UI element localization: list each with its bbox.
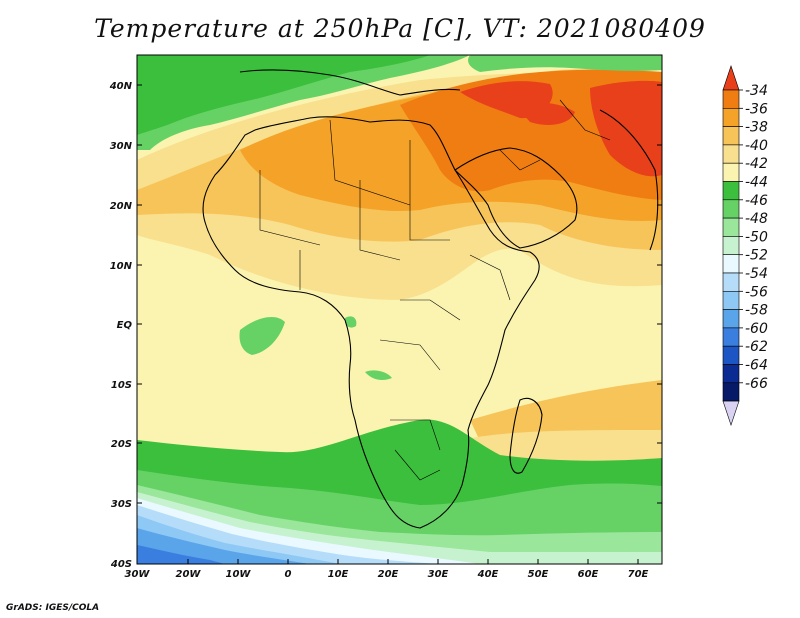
- colorbar-label: -48: [745, 211, 768, 227]
- colorbar-box: [722, 345, 740, 365]
- lon-label-60e: 60E: [578, 569, 599, 580]
- colorbar-label: -66: [745, 376, 768, 392]
- colorbar-label: -64: [745, 358, 768, 374]
- field-patch-angola: [365, 370, 392, 380]
- arabia-coastline: [454, 147, 578, 249]
- europe-coastline: [239, 69, 461, 96]
- colorbar-label: -58: [745, 303, 768, 319]
- colorbar-top-triangle: [722, 65, 740, 91]
- lat-label-30s: 30S: [111, 499, 132, 510]
- colorbar-label: -36: [745, 101, 768, 117]
- colorbar-box: [722, 290, 740, 310]
- colorbar-box: [722, 89, 740, 109]
- field-band-north-east: [468, 55, 662, 72]
- colorbar-label: -52: [745, 248, 768, 264]
- colorbar-bottom-triangle: [722, 400, 740, 427]
- lat-label-10s: 10S: [111, 380, 132, 391]
- coastlines: [202, 69, 659, 529]
- lat-label-eq: EQ: [117, 320, 133, 331]
- field-band-north-46: [137, 55, 430, 135]
- colorbar-label: -46: [745, 193, 768, 209]
- lat-label-40n: 40N: [109, 81, 133, 92]
- colorbar-label: -42: [745, 156, 768, 172]
- colorbar-box: [722, 364, 740, 384]
- lon-label-30w: 30W: [125, 569, 151, 580]
- field-band-south-62: [137, 545, 225, 564]
- country-borders: [259, 99, 611, 481]
- colorbar-box: [722, 236, 740, 255]
- map-frame: [136, 54, 663, 565]
- colorbar: [722, 65, 740, 427]
- lon-label-10e: 10E: [328, 569, 349, 580]
- colorbar-box: [722, 382, 740, 402]
- colorbar-label: -60: [745, 321, 768, 337]
- colorbar-box: [722, 327, 740, 347]
- field-patch-atlantic: [239, 316, 285, 355]
- colorbar-label: -44: [745, 175, 768, 191]
- lon-label-30e: 30E: [428, 569, 449, 580]
- colorbar-label: -40: [745, 138, 768, 154]
- colorbar-label: -34: [745, 83, 768, 99]
- colorbar-box: [722, 108, 740, 127]
- lon-label-20e: 20E: [378, 569, 399, 580]
- colorbar-label: -62: [745, 339, 768, 355]
- lat-label-40s: 40S: [110, 559, 132, 570]
- chart-title: Temperature at 250hPa [C], VT: 202108040…: [94, 14, 706, 43]
- lat-label-10n: 10N: [110, 261, 133, 272]
- colorbar-box: [722, 181, 740, 201]
- colorbar-box: [722, 254, 740, 274]
- colorbar-box: [722, 162, 740, 182]
- lat-label-30n: 30N: [110, 141, 133, 152]
- credit-text: GrADS: IGES/COLA: [6, 603, 100, 613]
- colorbar-labels: -34 -36 -38 -40 -42 -44 -46 -48 -50 -52 -54 -56 -58 -…: [739, 83, 768, 392]
- india-coastline: [599, 109, 659, 251]
- temperature-field: [137, 55, 662, 564]
- lon-label-10w: 10W: [226, 569, 252, 580]
- lon-label-50e: 50E: [528, 569, 549, 580]
- colorbar-label: -38: [745, 120, 768, 136]
- africa-coastline: [202, 116, 540, 529]
- colorbar-label: -50: [745, 229, 768, 245]
- lon-label-0: 0: [285, 569, 292, 580]
- colorbar-box: [722, 126, 740, 146]
- lat-label-20n: 20N: [110, 201, 133, 212]
- lon-label-70e: 70E: [628, 569, 649, 580]
- lon-ticks: [187, 559, 639, 564]
- lat-ticks: [137, 84, 662, 504]
- colorbar-box: [722, 144, 740, 164]
- lon-label-40e: 40E: [477, 569, 499, 580]
- lon-label-20w: 20W: [176, 569, 202, 580]
- colorbar-box: [722, 217, 740, 237]
- madagascar-coastline: [509, 397, 543, 474]
- colorbar-box: [722, 199, 740, 219]
- colorbar-label: -56: [745, 284, 768, 300]
- colorbar-label: -54: [745, 266, 768, 282]
- field-band-34-c: [515, 102, 575, 125]
- field-patch-congo: [344, 316, 357, 328]
- lat-label-20s: 20S: [111, 439, 132, 450]
- colorbar-box: [722, 309, 740, 329]
- colorbar-box: [722, 272, 740, 292]
